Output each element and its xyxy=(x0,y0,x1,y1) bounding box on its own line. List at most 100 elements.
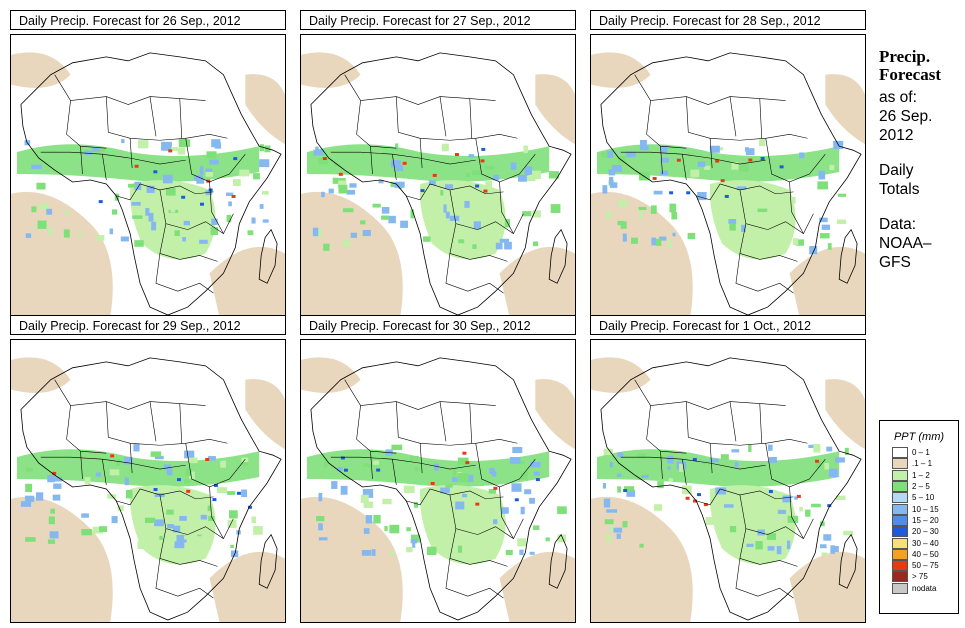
rain-cell xyxy=(220,460,227,468)
rain-cell xyxy=(475,502,480,506)
forecast-panel-1: Daily Precip. Forecast for 26 Sep., 2012 xyxy=(10,10,286,318)
rain-cell xyxy=(196,536,207,545)
rain-cell xyxy=(766,533,777,540)
rain-cell xyxy=(616,533,621,539)
dry-area xyxy=(11,191,113,317)
dry-area xyxy=(301,191,403,317)
country-border xyxy=(139,183,214,195)
precip-map[interactable] xyxy=(590,34,866,318)
rain-cell xyxy=(455,501,465,510)
asof-year: 2012 xyxy=(879,127,914,144)
rain-cell xyxy=(376,468,381,472)
rain-cell xyxy=(453,198,461,207)
rain-cell xyxy=(20,501,32,507)
rain-cell xyxy=(318,158,329,165)
rain-cell xyxy=(821,224,831,230)
country-border xyxy=(344,379,496,410)
rain-cell xyxy=(443,204,447,213)
precip-map[interactable] xyxy=(300,34,576,318)
rain-cell xyxy=(757,208,768,213)
rain-cell xyxy=(794,496,798,500)
country-border xyxy=(660,138,713,181)
precip-map[interactable] xyxy=(10,34,286,318)
rain-cell xyxy=(117,505,124,511)
rain-cell xyxy=(232,179,241,187)
rain-cell xyxy=(241,489,248,498)
precip-map[interactable] xyxy=(590,339,866,623)
rain-cell xyxy=(518,174,527,182)
rain-cell xyxy=(384,525,388,532)
rain-cell xyxy=(545,537,550,542)
rain-cell xyxy=(817,181,828,190)
rain-cell xyxy=(389,551,394,556)
country-border xyxy=(475,443,536,488)
rain-cell xyxy=(660,157,669,163)
rain-cell xyxy=(608,169,616,176)
rain-cell xyxy=(746,543,754,547)
heading-line: Forecast xyxy=(879,65,941,84)
rain-cell xyxy=(601,152,608,158)
rain-cell xyxy=(504,219,511,228)
rain-cell xyxy=(620,221,627,229)
dry-area xyxy=(301,357,361,393)
rain-cell xyxy=(162,174,173,184)
rain-cell xyxy=(134,164,139,168)
country-border xyxy=(209,486,234,540)
rain-cell xyxy=(81,513,89,518)
rain-cell xyxy=(660,145,668,154)
dry-area xyxy=(245,379,285,450)
rain-cell xyxy=(205,168,213,173)
rain-cell xyxy=(48,228,53,235)
rain-cell xyxy=(468,154,475,158)
rain-cell xyxy=(815,460,822,468)
rain-cell xyxy=(729,222,736,231)
rain-cell xyxy=(843,530,853,536)
rain-cell xyxy=(464,200,470,208)
country-border xyxy=(634,379,786,410)
rain-cell xyxy=(667,239,672,248)
rain-cell xyxy=(504,241,512,250)
rain-cell xyxy=(166,469,173,476)
country-border xyxy=(209,181,234,235)
rain-cell xyxy=(617,473,622,478)
rain-cell xyxy=(548,171,559,179)
rain-cell xyxy=(459,524,465,531)
rain-cell xyxy=(511,483,522,492)
rain-area xyxy=(129,180,216,260)
rain-cell xyxy=(318,523,323,531)
country-border xyxy=(449,528,508,567)
rain-cell xyxy=(362,488,374,498)
rain-cell xyxy=(92,147,103,152)
precip-map[interactable] xyxy=(10,339,286,623)
rain-cell xyxy=(332,177,339,184)
rain-cell xyxy=(609,182,618,188)
heading-line: Precip. xyxy=(879,47,931,66)
country-border xyxy=(106,401,228,446)
dry-area xyxy=(209,551,285,622)
rain-cell xyxy=(206,151,217,159)
rain-cell xyxy=(36,182,46,190)
country-border xyxy=(696,488,721,506)
rain-cell xyxy=(52,471,57,475)
rain-cell xyxy=(165,188,176,196)
rain-cell xyxy=(715,159,720,163)
rain-cell xyxy=(813,443,821,453)
country-border xyxy=(149,96,183,139)
rain-cell xyxy=(821,552,828,556)
rain-cell xyxy=(611,164,622,172)
rain-cell xyxy=(720,454,729,460)
africa-map-svg xyxy=(11,357,285,622)
rain-cell xyxy=(786,540,791,550)
rain-cell xyxy=(229,510,238,519)
rain-cell xyxy=(402,161,407,165)
dry-area xyxy=(209,246,285,317)
africa-map-svg xyxy=(591,357,865,622)
dry-area xyxy=(591,52,651,88)
rain-cell xyxy=(795,239,805,246)
rain-cell xyxy=(485,181,493,188)
legend-swatch xyxy=(892,447,908,459)
dry-area xyxy=(825,74,865,145)
rain-cell xyxy=(318,537,328,541)
precip-map[interactable] xyxy=(300,339,576,623)
legend-label: 40 – 50 xyxy=(912,549,939,559)
